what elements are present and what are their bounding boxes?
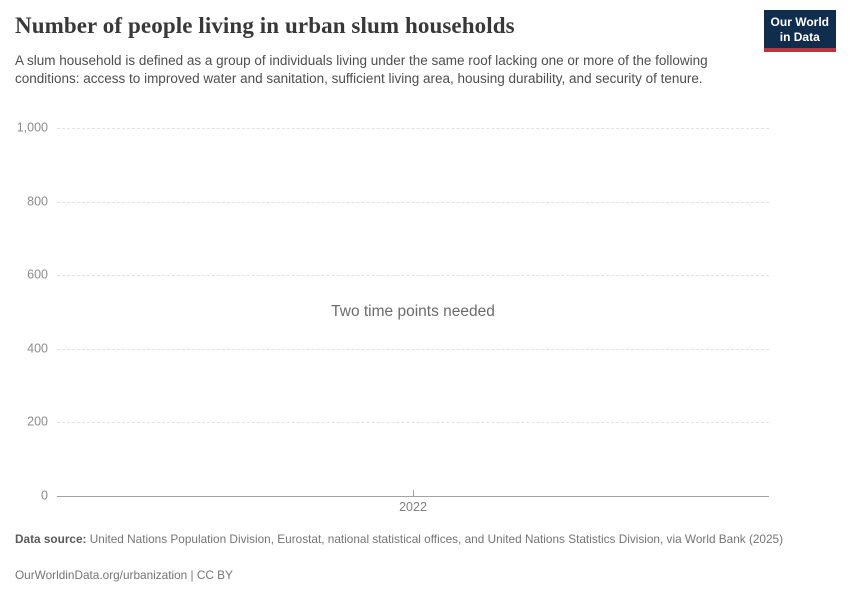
y-gridline [57, 275, 769, 277]
page-title: Number of people living in urban slum ho… [15, 13, 515, 38]
citation-link[interactable]: OurWorldinData.org/urbanization | CC BY [15, 568, 233, 582]
y-axis-tick-label: 1,000 [16, 120, 48, 135]
y-gridline [57, 348, 769, 350]
y-axis-tick-label: 400 [27, 341, 48, 356]
y-axis-tick-label: 0 [41, 488, 48, 503]
x-axis-line [57, 496, 769, 497]
x-axis-tick-label: 2022 [399, 500, 427, 514]
x-axis-tick-mark [413, 490, 414, 496]
y-axis-tick-label: 800 [27, 194, 48, 209]
y-gridline [57, 128, 769, 129]
y-axis-tick-label: 200 [27, 415, 48, 430]
empty-state-message: Two time points needed [331, 303, 495, 320]
chart-subtitle: A slum household is defined as a group o… [15, 53, 708, 86]
logo-line-1: Our World [770, 15, 829, 29]
y-axis-tick-label: 600 [27, 267, 48, 282]
data-source-note: Data source: United Nations Population D… [15, 531, 827, 548]
y-gridline [57, 201, 769, 203]
data-source-text: United Nations Population Division, Euro… [89, 532, 784, 546]
owid-logo: Our World in Data [763, 10, 836, 52]
logo-line-2: in Data [779, 29, 820, 44]
y-gridline [57, 422, 769, 424]
data-source-label: Data source: [15, 532, 87, 546]
